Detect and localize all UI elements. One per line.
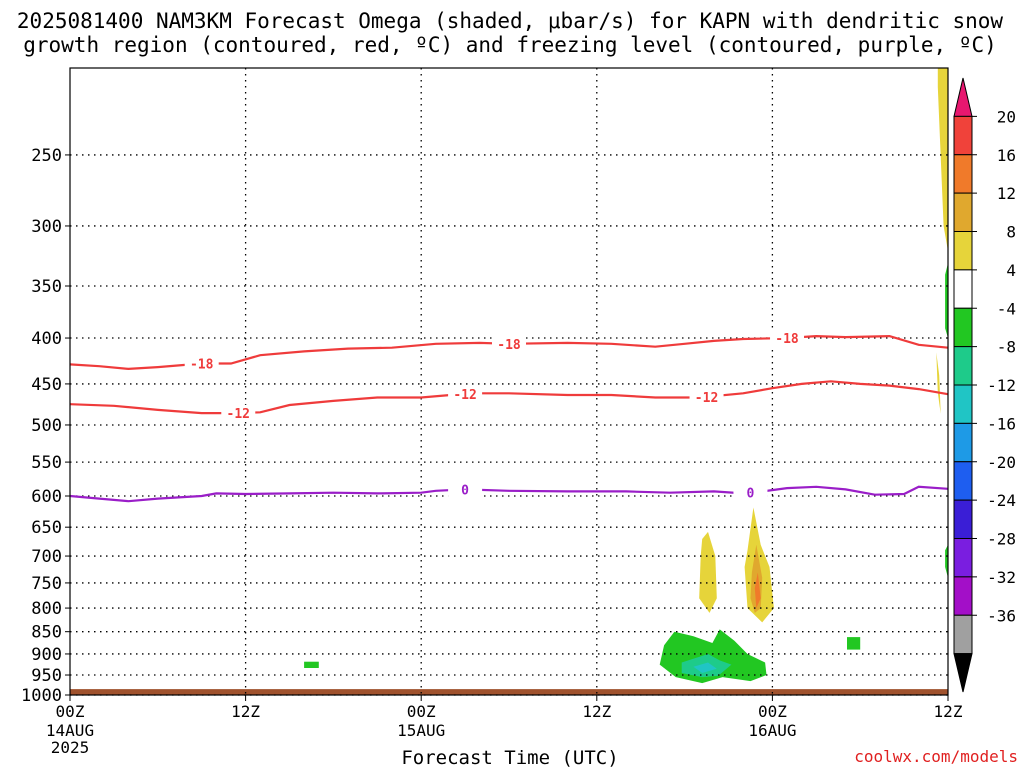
colorbar-label: -32 bbox=[987, 568, 1016, 587]
colorbar-label: 8 bbox=[1006, 223, 1016, 242]
y-tick-label: 850 bbox=[31, 623, 62, 643]
colorbar-block bbox=[953, 231, 973, 271]
colorbar-block bbox=[953, 461, 973, 501]
colorbar-label: -28 bbox=[987, 530, 1016, 549]
colorbar-label: 12 bbox=[997, 184, 1016, 203]
contour-label: -18 bbox=[190, 357, 214, 372]
x-tick-date: 16AUG bbox=[748, 721, 796, 740]
colorbar-block bbox=[953, 269, 973, 309]
y-tick-label: 600 bbox=[31, 487, 62, 507]
contour-label-bg bbox=[733, 484, 768, 501]
colorbar-label: -8 bbox=[997, 338, 1016, 357]
x-tick-label: 00Z bbox=[407, 702, 436, 721]
y-tick-label: 1000 bbox=[21, 686, 62, 706]
y-tick-label: 350 bbox=[31, 277, 62, 297]
colorbar-label: 16 bbox=[997, 146, 1016, 165]
colorbar-label: -24 bbox=[987, 491, 1016, 510]
y-tick-label: 750 bbox=[31, 574, 62, 594]
colorbar-block bbox=[953, 422, 973, 463]
contour-label-bg bbox=[448, 386, 483, 403]
omega-shaded-region bbox=[945, 263, 948, 338]
x-tick-label: 00Z bbox=[758, 702, 787, 721]
colorbar-label: -4 bbox=[997, 299, 1016, 318]
credit-text: coolwx.com/models bbox=[854, 747, 1018, 766]
contour-label-bg bbox=[492, 335, 526, 352]
contour-label: -18 bbox=[775, 332, 799, 347]
colorbar-label: -12 bbox=[987, 376, 1016, 395]
chart-title-line2: growth region (contoured, red, ºC) and f… bbox=[23, 33, 997, 57]
y-tick-label: 400 bbox=[31, 329, 62, 349]
x-axis-label: Forecast Time (UTC) bbox=[401, 747, 618, 768]
contour-label-bg bbox=[689, 388, 724, 405]
colorbar: 20 16 12 8 4 -4 -8 -12 -16 -20 -24 -28 -32 -36 bbox=[953, 77, 1016, 693]
x-tick-date: 14AUG bbox=[46, 721, 94, 740]
colorbar-block bbox=[953, 192, 973, 232]
colorbar-bottom-triangle bbox=[953, 653, 973, 693]
contour-label-bg bbox=[770, 330, 805, 347]
y-tick-label: 450 bbox=[31, 375, 62, 395]
colorbar-label: 20 bbox=[997, 107, 1016, 126]
colorbar-block bbox=[953, 576, 973, 616]
x-tick-label: 12Z bbox=[582, 702, 611, 721]
colorbar-block bbox=[953, 346, 973, 386]
contour-label: -12 bbox=[453, 388, 476, 403]
omega-shaded-region bbox=[699, 531, 717, 613]
omega-shaded-region bbox=[754, 572, 761, 609]
omega-shaded-region bbox=[945, 544, 948, 578]
omega-shaded-region bbox=[304, 661, 319, 668]
y-tick-label: 650 bbox=[31, 518, 62, 538]
contour-label-bg bbox=[448, 481, 483, 498]
colorbar-block bbox=[953, 384, 973, 424]
y-tick-label: 500 bbox=[31, 416, 62, 436]
omega-shaded-region bbox=[937, 68, 948, 252]
contour-label: -12 bbox=[227, 407, 250, 422]
contour-line bbox=[69, 485, 949, 503]
omega-shaded-region bbox=[847, 637, 861, 650]
plot-frame bbox=[69, 67, 949, 696]
plot-area: 2503003504004505005506006507007508008509… bbox=[21, 67, 963, 757]
colorbar-block bbox=[953, 154, 973, 194]
colorbar-block bbox=[953, 307, 973, 348]
y-tick-label: 300 bbox=[31, 217, 62, 237]
x-tick-label: 12Z bbox=[231, 702, 260, 721]
contour-label: -12 bbox=[695, 391, 718, 406]
colorbar-block bbox=[953, 115, 973, 156]
contour-label-bg bbox=[221, 404, 256, 421]
x-tick-label: 00Z bbox=[56, 702, 85, 721]
x-tick-label: 12Z bbox=[934, 702, 963, 721]
y-tick-label: 900 bbox=[31, 645, 62, 665]
chart-title-line1: 2025081400 NAM3KM Forecast Omega (shaded… bbox=[17, 9, 1004, 33]
colorbar-label: -16 bbox=[987, 414, 1016, 433]
below-ground-area bbox=[70, 689, 948, 695]
contour-label: 0 bbox=[747, 487, 755, 502]
x-tick-date: 15AUG bbox=[397, 721, 445, 740]
colorbar-block bbox=[953, 614, 973, 655]
y-tick-label: 800 bbox=[31, 599, 62, 619]
y-tick-label: 950 bbox=[31, 666, 62, 686]
contour-label: -18 bbox=[497, 338, 521, 353]
x-tick-year: 2025 bbox=[51, 738, 90, 757]
contour-label: 0 bbox=[461, 483, 469, 498]
contour-label-bg bbox=[184, 355, 219, 372]
omega-shaded-region bbox=[693, 662, 717, 673]
colorbar-label: -20 bbox=[987, 453, 1016, 472]
y-tick-label: 700 bbox=[31, 547, 62, 567]
y-tick-label: 250 bbox=[31, 146, 62, 166]
y-tick-label: 550 bbox=[31, 453, 62, 473]
colorbar-label: -36 bbox=[987, 606, 1016, 625]
colorbar-block bbox=[953, 499, 973, 539]
colorbar-block bbox=[953, 538, 973, 578]
omega-shaded-region bbox=[936, 352, 941, 414]
colorbar-label: 4 bbox=[1006, 261, 1016, 280]
